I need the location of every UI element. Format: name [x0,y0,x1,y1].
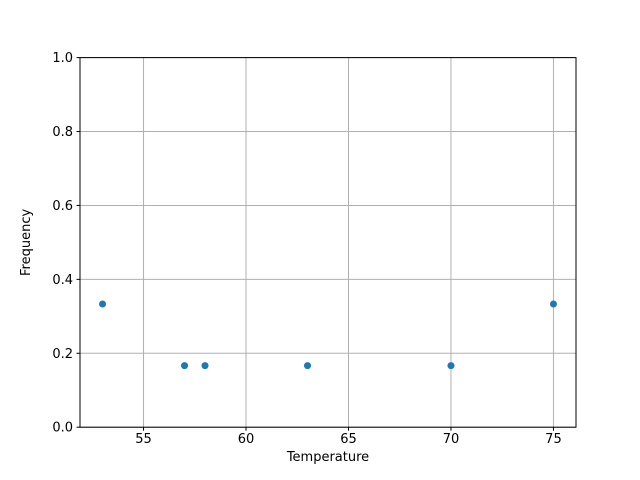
data-point [549,300,557,308]
x-tick-label: 60 [238,432,255,447]
x-tick-label: 65 [340,432,357,447]
y-tick-label: 0.0 [52,421,73,436]
y-axis-label: Frequency [19,209,34,276]
data-point [447,362,455,370]
x-axis-label: Temperature [286,450,369,465]
y-tick-label: 0.2 [52,347,73,362]
x-tick-label: 55 [135,432,152,447]
y-tick-label: 1.0 [52,51,73,66]
data-point [304,362,312,370]
y-tick-label: 0.6 [52,199,73,214]
plot-border [79,57,577,428]
plot-background [80,57,576,428]
x-tick-label: 75 [545,432,562,447]
x-tick-label: 70 [443,432,460,447]
data-point [99,300,107,308]
y-tick-label: 0.8 [52,125,73,140]
data-point [181,362,189,370]
data-point [201,362,209,370]
y-tick-label: 0.4 [52,273,73,288]
